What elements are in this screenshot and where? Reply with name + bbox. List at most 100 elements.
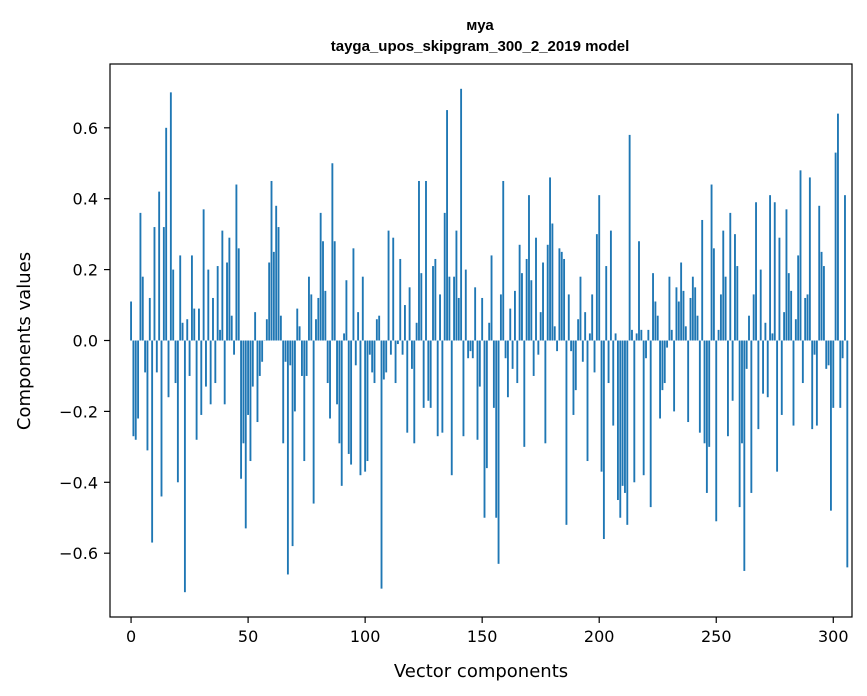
bar-54 (256, 340, 259, 423)
bar-66 (284, 340, 287, 362)
bar-214 (631, 329, 633, 341)
bar-255 (727, 340, 729, 437)
bar-245 (703, 340, 706, 444)
bar-280 (785, 209, 788, 341)
bar-197 (591, 294, 594, 341)
x-tick-label-3: 150 (467, 627, 498, 646)
bar-3 (137, 340, 140, 419)
bar-173 (535, 237, 537, 341)
bar-277 (778, 237, 781, 341)
bar-51 (249, 340, 252, 462)
bar-273 (769, 195, 772, 341)
bar-142 (462, 340, 465, 437)
bar-196 (588, 333, 591, 341)
bar-209 (619, 340, 622, 518)
bar-79 (315, 319, 317, 341)
bar-166 (518, 244, 521, 341)
bar-119 (408, 287, 411, 341)
bar-6 (144, 340, 147, 373)
bar-60 (270, 180, 273, 341)
bar-116 (401, 340, 404, 355)
bar-117 (403, 305, 406, 341)
bar-130 (434, 258, 437, 341)
bar-126 (425, 180, 427, 341)
bar-154 (490, 255, 493, 341)
bar-243 (698, 340, 701, 433)
bar-275 (773, 202, 776, 341)
bar-228 (663, 340, 666, 384)
bar-86 (331, 163, 334, 341)
bar-265 (750, 340, 753, 493)
bar-147 (474, 287, 477, 341)
x-tick-label-0: 0 (126, 627, 136, 646)
bar-85 (329, 340, 331, 419)
bar-37 (216, 266, 219, 341)
bar-115 (399, 258, 402, 341)
bar-135 (446, 110, 448, 341)
bar-293 (815, 340, 818, 426)
x-axis-label: Vector components (394, 661, 568, 682)
bar-31 (202, 209, 205, 341)
bar-22 (181, 322, 184, 341)
bar-93 (347, 340, 350, 454)
bar-303 (839, 340, 842, 408)
bar-83 (324, 290, 327, 341)
bar-294 (818, 205, 821, 341)
bar-42 (228, 237, 231, 341)
x-tick-label-5: 250 (701, 627, 732, 646)
bar-302 (837, 113, 839, 341)
bar-286 (799, 170, 802, 341)
bar-121 (413, 340, 416, 444)
bar-138 (453, 276, 456, 341)
bar-268 (757, 340, 760, 430)
bar-212 (626, 340, 629, 525)
bar-215 (633, 340, 636, 483)
bar-108 (382, 340, 385, 380)
bar-279 (783, 312, 786, 341)
bar-296 (822, 266, 825, 341)
bar-148 (476, 340, 479, 440)
bar-163 (511, 340, 514, 369)
bar-26 (190, 255, 193, 341)
bar-266 (752, 294, 755, 341)
bar-67 (286, 340, 289, 575)
bar-182 (556, 340, 559, 352)
bar-91 (343, 333, 345, 341)
y-tick-label-5: 0.4 (73, 190, 98, 209)
bar-181 (553, 326, 556, 341)
y-tick-label-3: 0.0 (73, 332, 98, 351)
bar-74 (303, 340, 306, 462)
bar-202 (602, 340, 605, 540)
bar-81 (319, 212, 322, 341)
bar-233 (675, 287, 678, 341)
bar-229 (666, 340, 669, 348)
bar-159 (502, 180, 505, 341)
bar-237 (684, 326, 687, 341)
bar-291 (811, 340, 814, 430)
bar-50 (247, 340, 250, 415)
bar-55 (258, 340, 261, 376)
bar-259 (736, 266, 739, 341)
bar-105 (375, 319, 378, 341)
bar-298 (827, 340, 830, 366)
bar-240 (691, 276, 694, 341)
bar-97 (357, 312, 360, 341)
bar-40 (223, 340, 226, 405)
bar-162 (509, 308, 512, 341)
bar-113 (394, 340, 397, 384)
bar-306 (846, 340, 849, 568)
bar-120 (411, 340, 413, 369)
bar-127 (427, 340, 430, 401)
bar-290 (808, 177, 811, 341)
bar-76 (308, 276, 310, 341)
bar-167 (521, 273, 523, 341)
bar-179 (549, 177, 551, 341)
bar-77 (310, 294, 313, 341)
bar-193 (581, 340, 584, 362)
bar-29 (198, 308, 200, 341)
bar-71 (296, 308, 299, 341)
bar-218 (640, 329, 643, 341)
bar-102 (368, 340, 371, 355)
bar-219 (642, 340, 645, 476)
